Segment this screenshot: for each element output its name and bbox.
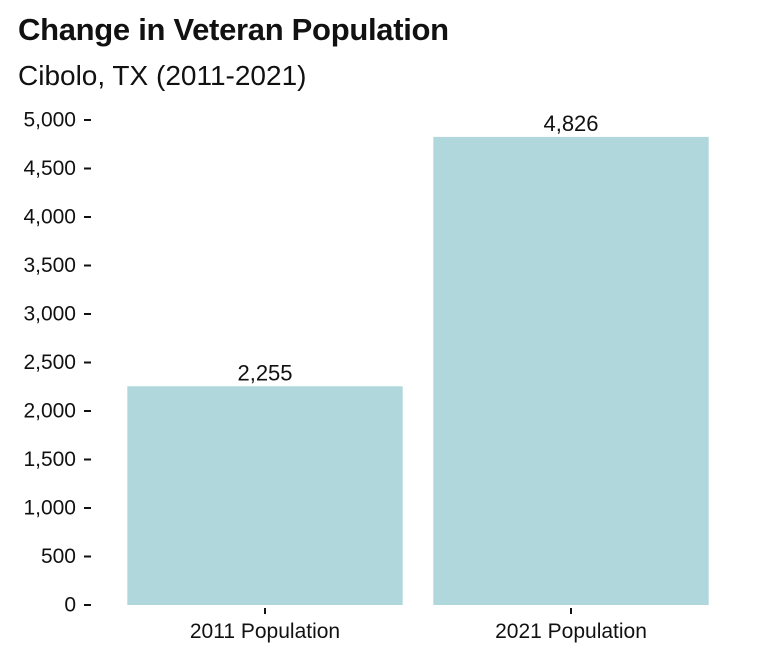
y-axis: 0 500 1,000 1,500 2,000 2,500 3,000 3,500 4,000 4… [23,109,91,617]
y-tick-label: 2,000 [23,400,76,423]
y-tick-label: 4,500 [23,157,76,180]
y-tick-label: 1,500 [23,448,76,471]
y-tick-label: 3,500 [23,254,76,277]
y-tick-label: 3,000 [23,303,76,326]
y-tick-label: 4,000 [23,206,76,229]
x-category-label: 2011 Population [190,620,340,643]
x-category-label: 2021 Population [495,620,647,643]
bars: 2,255 4,826 [127,111,709,606]
y-tick-label: 1,000 [23,497,76,520]
chart-title: Change in Veteran Population [18,12,449,47]
y-tick-label: 2,500 [23,351,76,374]
bar [127,386,403,605]
x-axis: 2011 Population 2021 Population [190,608,647,643]
bar-value-label: 2,255 [237,360,292,385]
y-tick-label: 0 [64,594,76,617]
chart-subtitle: Cibolo, TX (2011-2021) [18,60,307,91]
y-tick-label: 5,000 [23,109,76,132]
y-tick-label: 500 [41,545,76,568]
bar-value-label: 4,826 [543,111,598,136]
bar [433,136,709,606]
